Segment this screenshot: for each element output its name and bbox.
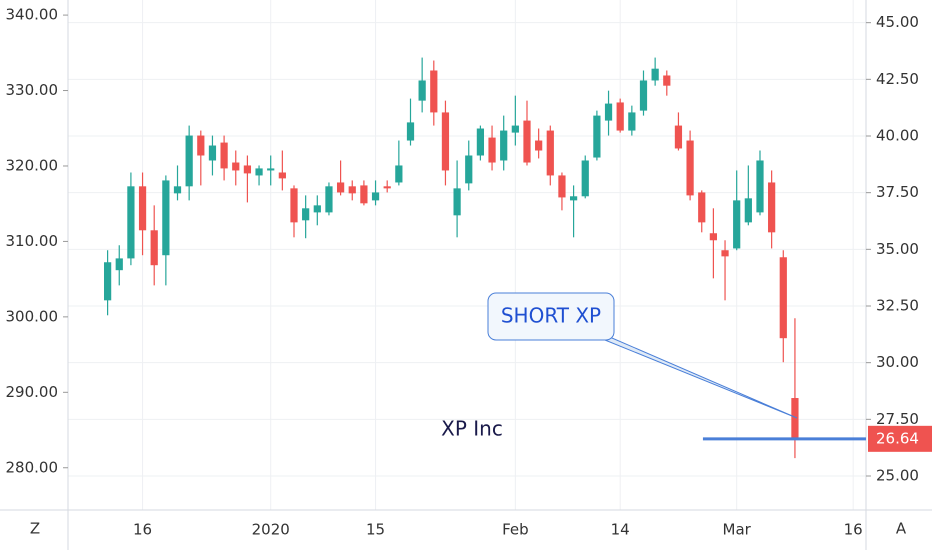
candle-body (523, 120, 531, 163)
candle-body (208, 145, 217, 161)
candles (103, 57, 866, 459)
candle-body (325, 186, 333, 213)
callout-box (487, 292, 615, 341)
y2-tick-label: 37.50 (876, 183, 919, 201)
x-tick-label: 2020 (252, 521, 290, 539)
candle-body (302, 208, 310, 221)
candle-body (138, 186, 147, 231)
candle-body (290, 188, 298, 223)
candle-body (569, 196, 578, 201)
candle-body (558, 175, 566, 198)
y-tick-label: 330.00 (6, 81, 59, 99)
candle-body (267, 168, 275, 171)
zoom-button[interactable] (18, 512, 52, 546)
candle-body (383, 186, 391, 189)
candle-body (255, 168, 263, 176)
candle-body (162, 180, 170, 256)
candle-body (418, 80, 426, 101)
candle-body (628, 112, 636, 131)
candle-body (488, 137, 496, 163)
y-tick-label: 320.00 (6, 156, 59, 174)
candle-body (115, 258, 123, 271)
auto-scale-button-label[interactable]: A (896, 520, 907, 538)
y2-tick-label: 25.00 (876, 467, 919, 485)
y-tick-label: 300.00 (6, 307, 59, 325)
candle-body (511, 125, 519, 133)
candle-body (103, 262, 112, 301)
candle-body (651, 68, 659, 81)
candle-body (721, 250, 729, 257)
candle-body (278, 172, 286, 179)
candle-body (360, 185, 368, 204)
y2-tick-label: 40.00 (876, 127, 919, 145)
candle-body (150, 230, 158, 266)
grid (68, 0, 866, 510)
candle-body (663, 75, 671, 86)
last-price-label: 26.64 (876, 429, 919, 447)
candle-body (698, 192, 706, 223)
candle-body (476, 128, 485, 156)
auto-scale-button[interactable] (884, 512, 918, 546)
y2-tick-label: 42.50 (876, 70, 919, 88)
candle-body (441, 112, 450, 171)
candle-body (639, 80, 648, 111)
candle-body (395, 165, 403, 183)
candle-body (709, 233, 718, 241)
candle-body (779, 257, 787, 339)
candle-body (581, 160, 589, 197)
candle-body (593, 115, 601, 158)
candle-body (313, 205, 321, 213)
candle-body (232, 162, 240, 171)
x-tick-label: 16 (844, 521, 863, 539)
candle-body (756, 160, 764, 213)
y2-tick-label: 32.50 (876, 297, 919, 315)
y-tick-label: 290.00 (6, 383, 59, 401)
y-tick-label: 280.00 (6, 458, 59, 476)
candle-body (686, 140, 694, 196)
candle-body (220, 142, 228, 169)
candle-body (406, 122, 415, 141)
x-tick-label: 15 (366, 521, 385, 539)
x-tick-label: Mar (723, 521, 752, 539)
candle-body (604, 103, 613, 121)
y-tick-label: 340.00 (6, 6, 59, 24)
candle-body (243, 165, 252, 174)
candle-body (348, 186, 356, 194)
candle-body (535, 140, 543, 151)
candle-body (127, 186, 135, 259)
y-tick-label: 310.00 (6, 232, 59, 250)
candle-body (500, 130, 508, 161)
candle-body (744, 198, 752, 223)
candle-body (173, 186, 182, 194)
candle-body (430, 70, 438, 113)
y2-tick-label: 27.50 (876, 410, 919, 428)
last-price-tag (868, 425, 932, 452)
symbol-label: XP Inc (441, 417, 503, 441)
candle-body (197, 135, 205, 156)
candle-body (733, 200, 741, 249)
x-tick-label: 14 (611, 521, 630, 539)
y2-tick-label: 35.00 (876, 240, 919, 258)
axes: 16 2020 15 Feb 14 Mar 16 280.00 290.00 300.00 310.… (6, 6, 932, 539)
candle-body (546, 130, 554, 176)
candle-body (674, 125, 683, 149)
candle-body (465, 155, 473, 184)
y2-tick-label: 45.00 (876, 13, 919, 31)
candle-body (371, 192, 380, 201)
candle-body (453, 188, 461, 216)
candle-body (791, 398, 799, 439)
candle-body (185, 135, 193, 187)
x-tick-label: 16 (133, 521, 152, 539)
y2-tick-label: 30.00 (876, 353, 919, 371)
candle-body (616, 102, 624, 131)
candle-body (768, 182, 776, 233)
callout-text: SHORT XP (501, 304, 601, 328)
zoom-button-label[interactable]: Z (30, 520, 40, 538)
x-tick-label: Feb (502, 521, 529, 539)
candle-body (336, 182, 345, 193)
